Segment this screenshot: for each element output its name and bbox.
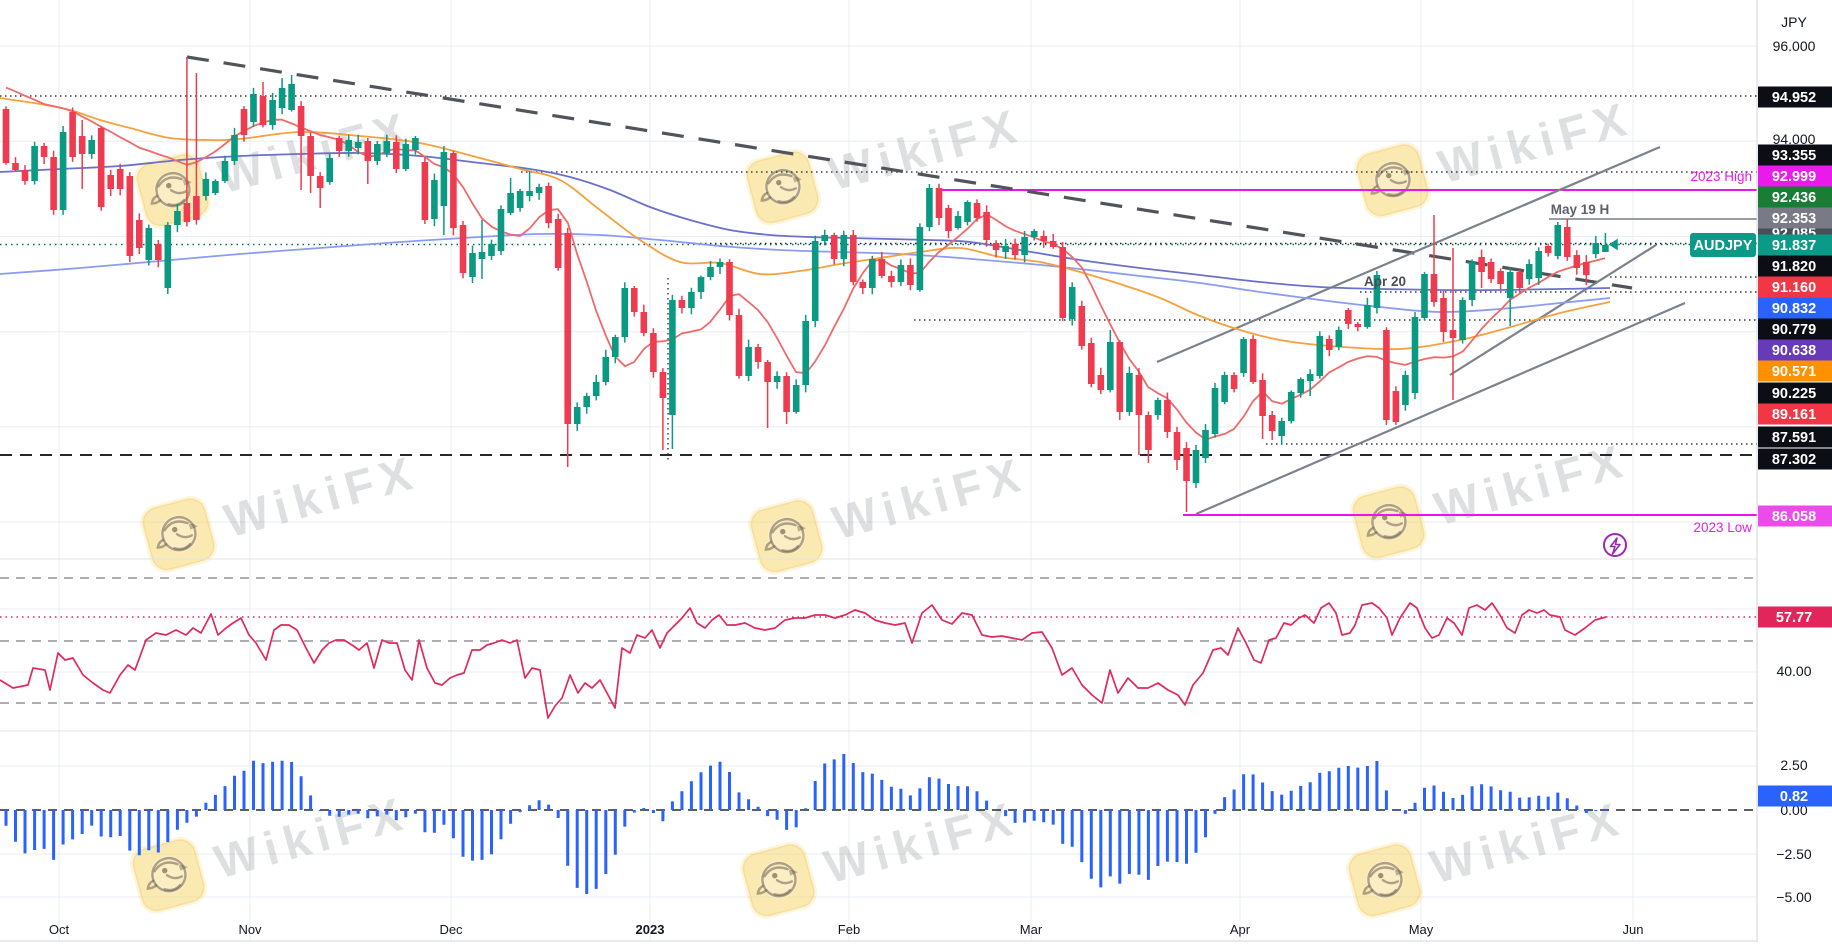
svg-text:87.591: 87.591 — [1772, 430, 1816, 446]
svg-text:86.058: 86.058 — [1772, 509, 1816, 525]
svg-text:Oct: Oct — [49, 922, 70, 937]
svg-text:0.82: 0.82 — [1780, 789, 1808, 805]
svg-text:−2.50: −2.50 — [1776, 846, 1812, 862]
svg-text:Mar: Mar — [1020, 922, 1043, 937]
svg-text:−5.00: −5.00 — [1776, 889, 1812, 905]
svg-text:90.225: 90.225 — [1772, 386, 1816, 402]
svg-text:90.779: 90.779 — [1772, 322, 1816, 338]
svg-text:2023 High: 2023 High — [1690, 169, 1752, 184]
svg-text:91.160: 91.160 — [1772, 280, 1816, 296]
svg-text:90.638: 90.638 — [1772, 343, 1816, 359]
svg-text:2023 Low: 2023 Low — [1693, 520, 1752, 535]
svg-text:AUDJPY: AUDJPY — [1694, 238, 1753, 254]
svg-text:92.436: 92.436 — [1772, 190, 1816, 206]
svg-text:Dec: Dec — [439, 922, 463, 937]
svg-text:91.820: 91.820 — [1772, 259, 1816, 275]
svg-text:Apr: Apr — [1230, 922, 1251, 937]
svg-text:2.50: 2.50 — [1780, 757, 1807, 773]
svg-text:92.999: 92.999 — [1772, 169, 1816, 185]
svg-text:89.161: 89.161 — [1772, 407, 1816, 423]
svg-text:94.952: 94.952 — [1772, 90, 1816, 106]
svg-text:91.837: 91.837 — [1772, 238, 1816, 254]
svg-text:93.355: 93.355 — [1772, 148, 1816, 164]
svg-text:JPY: JPY — [1781, 14, 1807, 30]
svg-text:96.000: 96.000 — [1773, 38, 1816, 54]
svg-text:40.00: 40.00 — [1776, 663, 1811, 679]
svg-text:Feb: Feb — [838, 922, 860, 937]
svg-text:Nov: Nov — [238, 922, 262, 937]
svg-text:94.000: 94.000 — [1773, 131, 1816, 147]
svg-text:90.571: 90.571 — [1772, 364, 1816, 380]
svg-text:90.832: 90.832 — [1772, 301, 1816, 317]
svg-text:May: May — [1409, 922, 1434, 937]
svg-text:57.77: 57.77 — [1776, 610, 1812, 626]
svg-text:Jun: Jun — [1623, 922, 1644, 937]
svg-text:2023: 2023 — [636, 922, 665, 937]
svg-text:May 19 H: May 19 H — [1551, 202, 1610, 217]
svg-text:Apr 20: Apr 20 — [1364, 274, 1406, 289]
svg-text:92.353: 92.353 — [1772, 211, 1816, 227]
svg-text:87.302: 87.302 — [1772, 452, 1816, 468]
